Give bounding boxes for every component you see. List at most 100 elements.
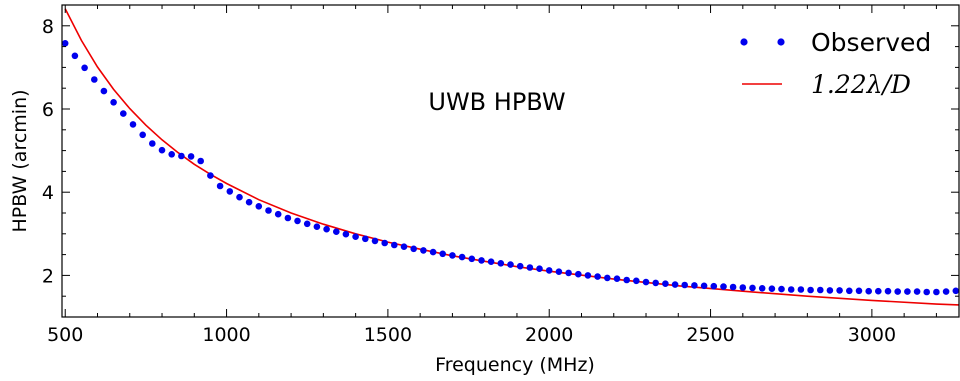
observed-point	[342, 230, 350, 238]
observed-point	[855, 287, 863, 295]
observed-point	[178, 152, 185, 160]
x-tick-label: 1000	[202, 324, 250, 346]
observed-point	[681, 281, 688, 289]
observed-point	[865, 287, 872, 295]
observed-point	[168, 151, 175, 158]
x-tick-label: 500	[47, 324, 83, 346]
x-tick-label: 1500	[364, 324, 412, 346]
observed-point	[652, 279, 659, 287]
observed-point	[913, 288, 921, 295]
y-tick-label: 4	[42, 182, 54, 204]
observed-point	[836, 287, 843, 294]
plot-frame	[61, 4, 960, 318]
observed-point	[942, 288, 950, 295]
observed-point	[904, 288, 911, 295]
observed-point	[613, 275, 621, 283]
observed-point	[633, 277, 640, 285]
observed-point	[797, 286, 805, 293]
observed-point	[604, 274, 611, 282]
chart-annotation: UWB HPBW	[428, 88, 565, 116]
observed-point	[526, 264, 534, 271]
observed-point	[381, 239, 389, 247]
legend: Observed 1.22λ/D	[740, 28, 931, 99]
observed-point	[313, 223, 321, 230]
observed-point	[584, 272, 592, 279]
y-tick-label: 6	[42, 99, 54, 121]
observed-point	[362, 235, 369, 243]
axis-ticks-layer: 500 1000 1500 2000 2500 3000 2 4 6 8	[42, 4, 959, 346]
observed-points-layer	[61, 40, 960, 296]
observed-point	[671, 281, 679, 288]
model-curve-layer	[64, 8, 960, 306]
observed-point	[255, 203, 263, 210]
legend-observed-marker	[740, 38, 748, 46]
observed-point	[197, 157, 204, 165]
observed-point	[449, 252, 456, 259]
observed-point	[468, 255, 476, 263]
observed-point	[662, 280, 669, 288]
observed-point	[952, 287, 960, 295]
observed-point	[110, 99, 117, 106]
observed-point	[274, 210, 282, 218]
observed-point	[371, 237, 379, 245]
observed-point	[410, 245, 418, 253]
observed-point	[894, 288, 901, 295]
observed-point	[807, 286, 814, 294]
observed-point	[739, 284, 747, 291]
observed-point	[303, 220, 311, 228]
observed-point	[700, 282, 708, 290]
model-curve-line	[64, 8, 960, 306]
observed-point	[187, 153, 195, 160]
observed-point	[749, 284, 756, 292]
observed-point	[265, 207, 272, 214]
observed-point	[729, 283, 737, 291]
observed-point	[768, 285, 776, 293]
observed-point	[120, 110, 127, 117]
observed-point	[787, 286, 795, 293]
x-tick-label: 3000	[848, 324, 896, 346]
observed-point	[691, 282, 698, 289]
observed-point	[487, 258, 495, 266]
legend-model-label: 1.22λ/D	[811, 70, 911, 99]
observed-point	[923, 288, 930, 296]
observed-point	[545, 267, 553, 274]
observed-point	[158, 146, 166, 154]
observed-point	[642, 278, 650, 286]
observed-point	[429, 248, 437, 256]
observed-point	[846, 287, 853, 295]
observed-point	[284, 214, 292, 222]
observed-point	[933, 288, 940, 296]
observed-point	[555, 268, 563, 276]
observed-point	[245, 198, 253, 206]
observed-point	[565, 269, 572, 277]
observed-point	[439, 250, 447, 258]
x-tick-label: 2500	[686, 324, 734, 346]
observed-point	[884, 287, 892, 295]
observed-point	[139, 131, 146, 139]
observed-point	[61, 40, 69, 47]
observed-point	[391, 241, 398, 249]
observed-point	[536, 265, 543, 273]
y-tick-label: 2	[42, 265, 54, 287]
observed-point	[352, 233, 359, 240]
observed-point	[575, 270, 582, 278]
observed-point	[333, 228, 340, 235]
y-tick-label: 8	[42, 16, 54, 38]
observed-point	[149, 140, 156, 147]
observed-point	[207, 172, 214, 179]
observed-point	[420, 247, 427, 254]
observed-point	[458, 253, 466, 261]
observed-point	[875, 287, 882, 295]
legend-observed-label: Observed	[811, 28, 931, 57]
observed-point	[226, 188, 234, 195]
observed-point	[100, 87, 108, 95]
observed-point	[594, 273, 601, 280]
legend-observed-marker	[777, 38, 785, 46]
observed-point	[129, 121, 137, 128]
x-tick-label: 2000	[525, 324, 573, 346]
observed-point	[81, 64, 88, 72]
observed-point	[323, 225, 330, 233]
observed-point	[497, 260, 505, 267]
observed-point	[710, 282, 718, 290]
observed-point	[294, 217, 301, 225]
